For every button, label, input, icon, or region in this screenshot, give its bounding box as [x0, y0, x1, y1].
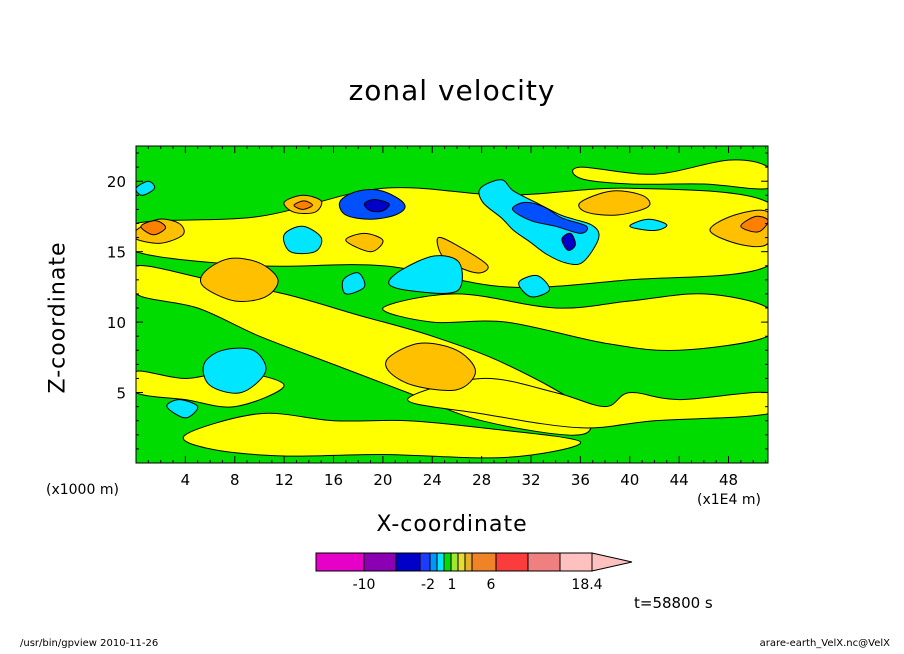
y-axis-multiplier: (x1000 m): [46, 482, 119, 498]
contour-region-cyan-8: [136, 180, 156, 196]
colorbar-segment: [315, 552, 365, 572]
contour-region-blue-dark-2: [511, 201, 589, 234]
contour-region-yellow-top-right-patch: [572, 159, 768, 190]
plot-frame: [135, 145, 769, 464]
y-tick-label: 10: [107, 314, 126, 332]
colorbar-segment: [419, 552, 431, 572]
y-tick-label: 5: [116, 385, 126, 403]
y-tick-label: 20: [107, 173, 126, 191]
colorbar-segment: [559, 552, 593, 572]
contour-region-yellow-bottom: [182, 412, 581, 459]
footer-source: arare-earth_VelX.nc@VelX: [759, 638, 890, 649]
contour-region-yellow-lower-right: [407, 377, 768, 429]
colorbar-segment: [450, 552, 459, 572]
y-axis-label: Z-coordinate: [45, 241, 71, 394]
chart-title: zonal velocity: [348, 74, 556, 107]
contour-region-orange-7: [345, 232, 384, 253]
x-tick-label: 24: [423, 471, 442, 489]
colorbar-label: -10: [353, 577, 376, 593]
x-tick-label: 36: [571, 471, 590, 489]
x-axis-multiplier: (x1E4 m): [697, 492, 761, 508]
colorbar-label: 18.4: [571, 577, 602, 593]
x-tick-label: 32: [521, 471, 540, 489]
contour-region-yellow-mid-right: [382, 293, 768, 352]
colorbar-segment: [457, 552, 466, 572]
x-tick-label: 40: [620, 471, 639, 489]
contour-region-cyan-4: [283, 225, 323, 255]
x-tick-label: 8: [230, 471, 240, 489]
x-tick-label: 16: [324, 471, 343, 489]
footer-program-date: /usr/bin/gpview 2010-11-26: [20, 638, 159, 649]
colorbar-segment: [436, 552, 445, 572]
colorbar-segment: [429, 552, 438, 572]
colorbar-arrow: [591, 552, 633, 572]
x-tick-label: 44: [670, 471, 689, 489]
colorbar-segment: [363, 552, 397, 572]
contour-fill-group: [136, 146, 768, 463]
contour-region-orange-dark-8: [293, 200, 313, 210]
contour-region-orange-3: [578, 190, 651, 216]
contour-region-cyan-7: [166, 399, 199, 419]
contour-region-cyan-6: [518, 274, 551, 298]
colorbar-segment: [443, 552, 452, 572]
colorbar-segment: [395, 552, 421, 572]
colorbar-segment: [495, 552, 529, 572]
contour-region-cyan-9: [629, 218, 668, 232]
x-axis-label: X-coordinate: [376, 512, 528, 537]
colorbar-label: -2: [421, 577, 435, 593]
x-tick-label: 20: [373, 471, 392, 489]
x-tick-label: 48: [719, 471, 738, 489]
contour-region-orange-2: [385, 342, 477, 391]
x-tick-label: 28: [472, 471, 491, 489]
contour-region-navy-2: [561, 232, 576, 251]
x-tick-label: 4: [181, 471, 191, 489]
contour-region-navy-1: [363, 198, 390, 213]
x-tick-label: 12: [275, 471, 294, 489]
colorbar-segment: [471, 552, 497, 572]
plot-area: [136, 146, 768, 463]
contour-region-orange-1: [199, 257, 279, 303]
contour-region-orange-dark-9: [740, 215, 768, 233]
contour-region-cyan-5: [341, 272, 366, 295]
contour-region-cyan-1: [202, 347, 267, 394]
colorbar: -10 -2 1 6 18.4: [315, 552, 633, 593]
colorbar-label: 1: [448, 577, 457, 593]
y-tick-label: 15: [107, 244, 126, 262]
colorbar-segment: [464, 552, 473, 572]
time-label: t=58800 s: [634, 594, 713, 612]
colorbar-segment: [527, 552, 561, 572]
contour-region-orange-dark-7: [140, 220, 167, 236]
colorbar-label: 6: [487, 577, 496, 593]
contour-region-cyan-2: [388, 255, 463, 294]
